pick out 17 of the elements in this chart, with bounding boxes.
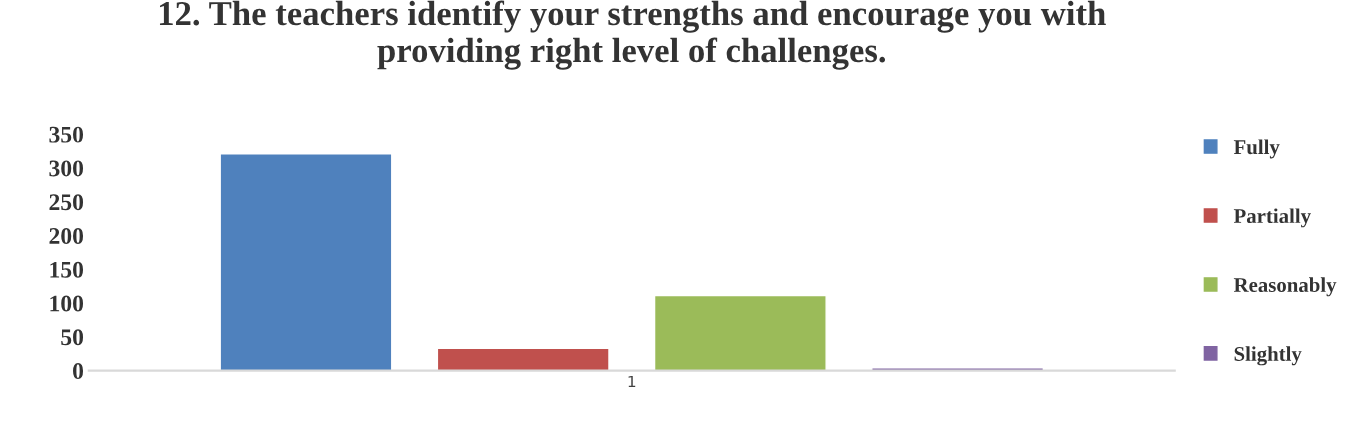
y-tick-label: 150 <box>50 261 84 278</box>
x-tick-label: 1 <box>628 375 636 388</box>
legend-label: Fully <box>1233 139 1280 159</box>
y-tick-label: 300 <box>49 160 84 177</box>
bar <box>436 347 610 371</box>
chart-title: 12. The teachers identify your strengths and encourage you with providing right level of challenges. <box>159 0 1106 70</box>
y-tick-label: 0 <box>73 363 84 380</box>
legend-label: Slightly <box>1234 346 1302 366</box>
legend-label: Reasonably <box>1233 277 1337 297</box>
bar <box>653 294 827 371</box>
bar <box>219 153 393 371</box>
y-tick-label: 250 <box>49 194 84 211</box>
y-tick-label: 100 <box>50 295 84 312</box>
y-tick-label: 350 <box>49 126 84 143</box>
y-tick-label: 50 <box>61 329 84 346</box>
legend-label: Partially <box>1233 208 1311 228</box>
y-tick-label: 200 <box>49 228 84 244</box>
